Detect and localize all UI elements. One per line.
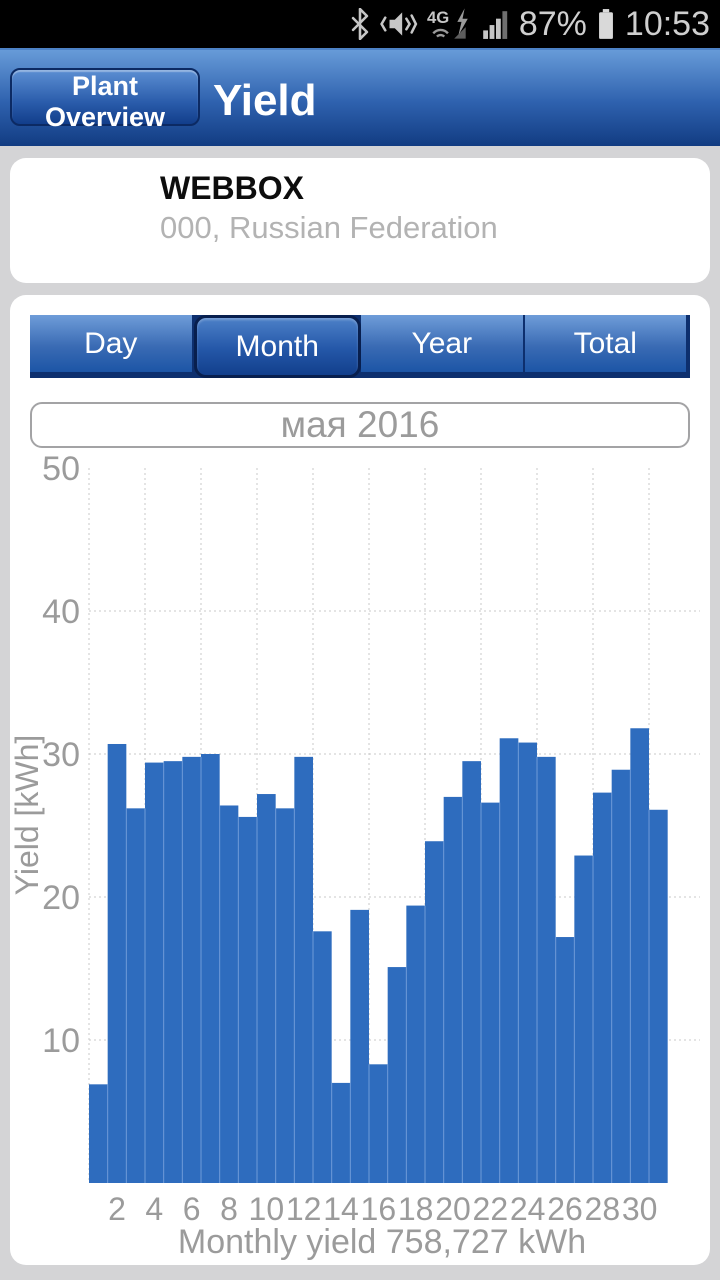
svg-text:40: 40 xyxy=(42,593,80,631)
svg-text:Yield [kWh]: Yield [kWh] xyxy=(10,735,45,896)
svg-text:12: 12 xyxy=(286,1191,322,1227)
battery-icon xyxy=(596,8,616,40)
svg-text:28: 28 xyxy=(585,1191,621,1227)
svg-text:18: 18 xyxy=(398,1191,434,1227)
svg-text:20: 20 xyxy=(42,879,80,917)
svg-text:6: 6 xyxy=(183,1191,201,1227)
svg-text:14: 14 xyxy=(323,1191,359,1227)
svg-text:2: 2 xyxy=(108,1191,126,1227)
network-4g-charging-icon: 4G xyxy=(427,8,473,40)
page-title: Yield xyxy=(213,76,317,125)
chart-card: 10 20 30 40 50 2 4 6 8 10 12 14 16 18 20 22 24 26 28 30 Yiel… xyxy=(10,295,710,1265)
plant-name: WEBBOX xyxy=(160,170,304,206)
svg-text:22: 22 xyxy=(473,1191,509,1227)
svg-text:24: 24 xyxy=(510,1191,546,1227)
svg-text:4: 4 xyxy=(145,1191,163,1227)
plant-overview-button[interactable]: Plant Overview xyxy=(10,68,200,132)
tab-month[interactable]: Month xyxy=(193,315,361,378)
mute-vibrate-icon xyxy=(379,8,418,40)
battery-percentage: 87% xyxy=(518,5,587,43)
svg-text:50: 50 xyxy=(42,450,80,488)
svg-text:4G: 4G xyxy=(427,8,449,27)
tab-year[interactable]: Year xyxy=(361,315,525,378)
app-header: Plant Overview Yield xyxy=(0,48,720,146)
clock: 10:53 xyxy=(624,5,710,43)
svg-text:10: 10 xyxy=(249,1191,285,1227)
svg-text:Monthly yield 758,727 kWh: Monthly yield 758,727 kWh xyxy=(178,1223,586,1261)
signal-strength-icon xyxy=(482,8,510,40)
plant-card[interactable]: WEBBOX 000, Russian Federation xyxy=(10,158,710,283)
svg-text:30: 30 xyxy=(622,1191,658,1227)
bluetooth-icon xyxy=(349,8,371,40)
tab-day[interactable]: Day xyxy=(30,315,194,378)
svg-text:16: 16 xyxy=(361,1191,397,1227)
plant-location: 000, Russian Federation xyxy=(160,210,498,245)
period-selector[interactable]: мая 2016 xyxy=(30,402,690,448)
svg-text:26: 26 xyxy=(547,1191,583,1227)
period-tabs: Day Month Year Total xyxy=(30,315,690,378)
tab-total[interactable]: Total xyxy=(524,315,686,378)
period-label: мая 2016 xyxy=(280,404,440,445)
svg-text:20: 20 xyxy=(435,1191,471,1227)
svg-text:8: 8 xyxy=(220,1191,238,1227)
svg-text:10: 10 xyxy=(42,1022,80,1060)
svg-text:30: 30 xyxy=(42,736,80,774)
status-bar: 4G 87% 10:53 xyxy=(0,0,720,48)
